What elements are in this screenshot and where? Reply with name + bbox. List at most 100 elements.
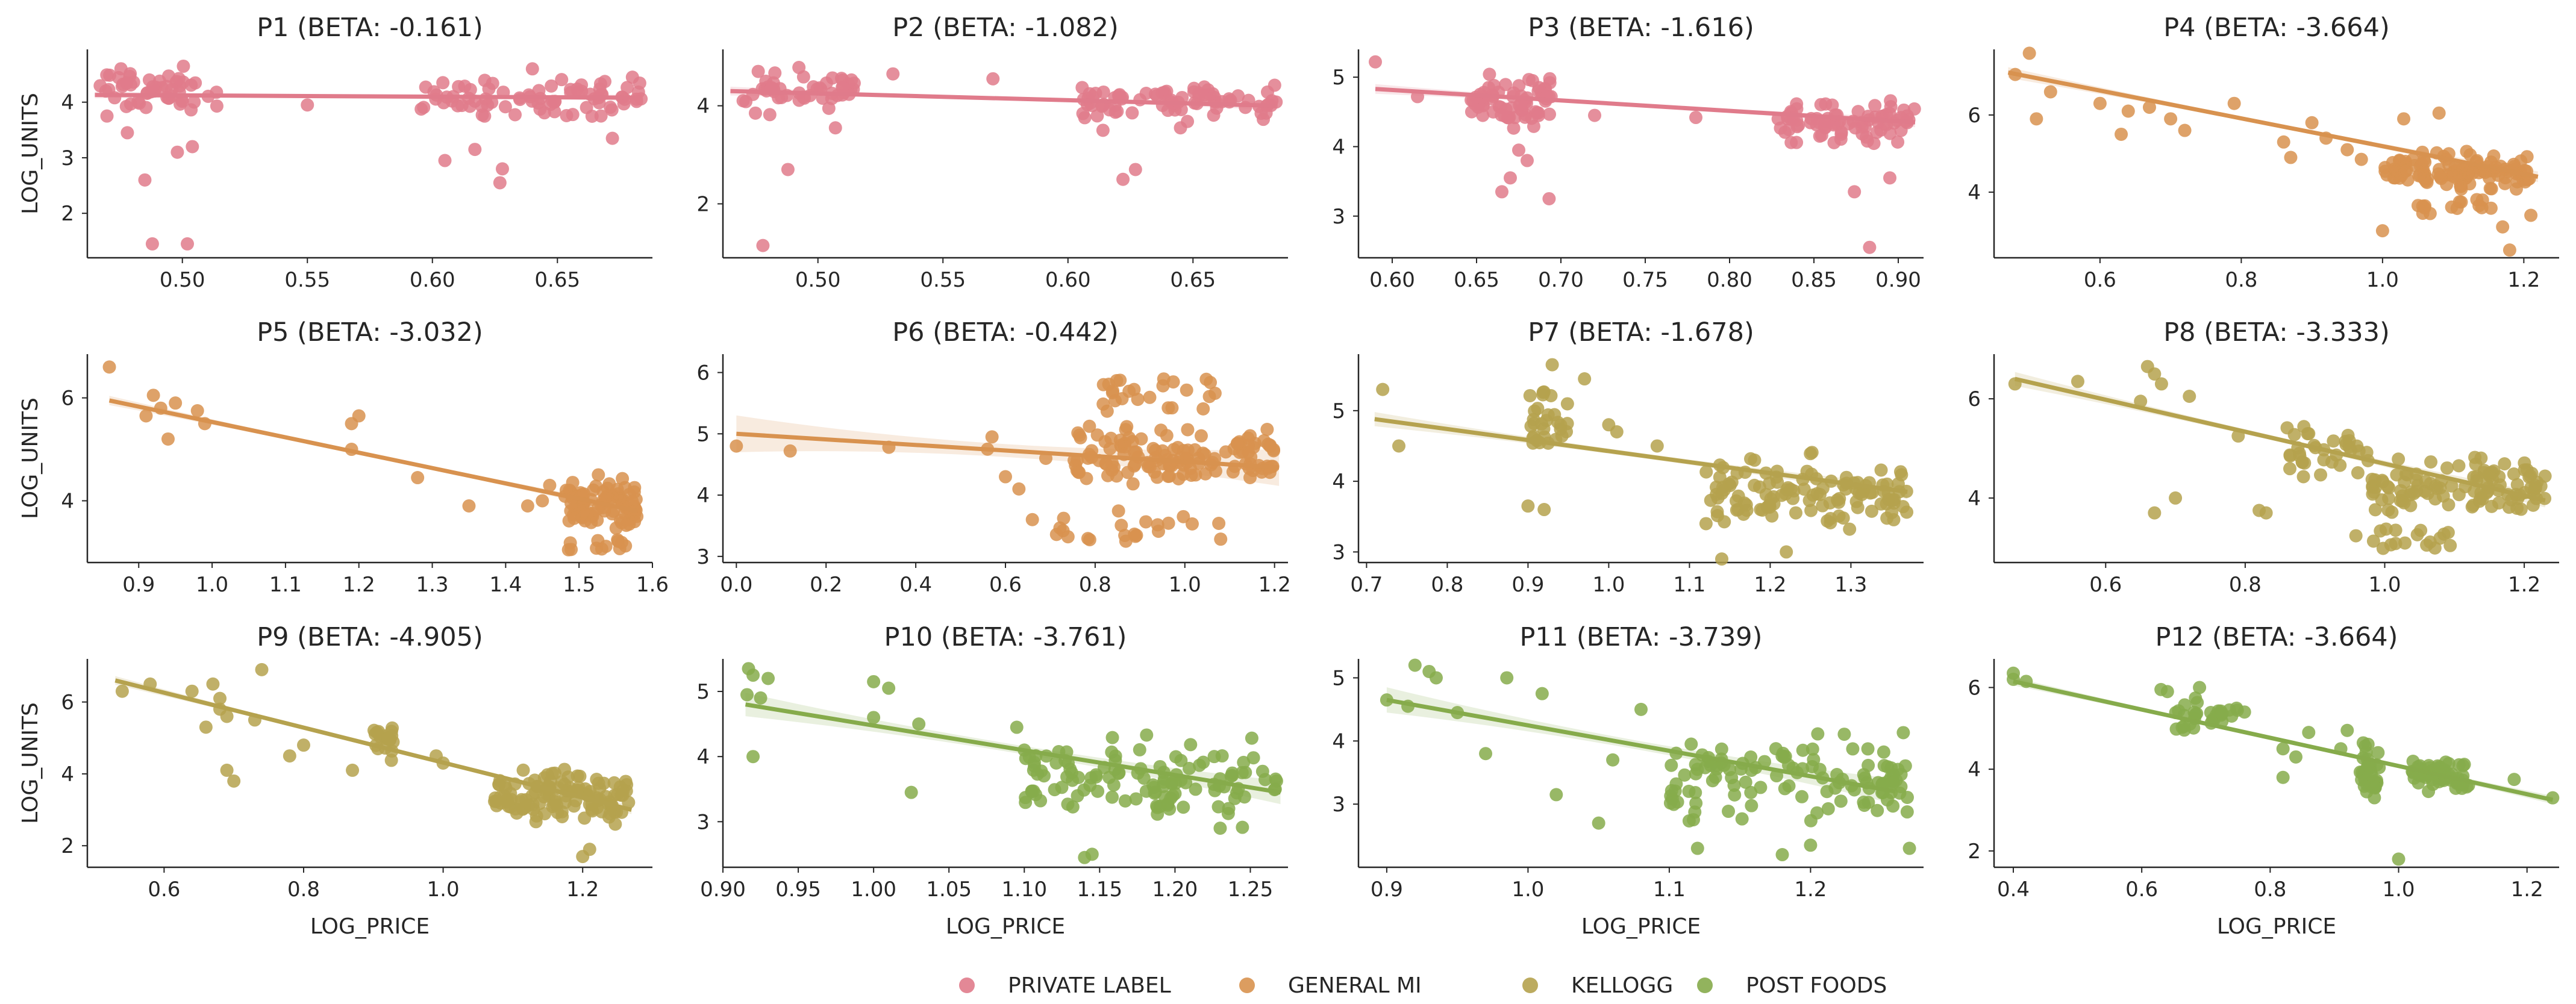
data-point (2456, 759, 2470, 773)
data-point (2115, 127, 2128, 141)
data-point (2504, 493, 2518, 507)
x-tick-label: 0.8 (1431, 573, 1463, 597)
data-point (1588, 108, 1601, 122)
data-point (1222, 802, 1236, 815)
data-point (2460, 145, 2474, 158)
data-point (1118, 794, 1132, 808)
data-point (1514, 97, 1528, 111)
data-point (1760, 500, 1774, 514)
y-tick-label: 2 (696, 192, 710, 216)
data-point (2121, 104, 2135, 118)
data-point (2190, 696, 2204, 709)
x-axis-label: LOG_PRICE (946, 914, 1065, 939)
data-point (2392, 852, 2406, 866)
data-point (986, 72, 1000, 86)
data-point (1862, 796, 1875, 809)
data-point (1198, 467, 1212, 481)
data-point (1883, 171, 1896, 185)
data-point (1235, 765, 1249, 779)
data-point (1811, 727, 1825, 741)
data-point (213, 691, 227, 705)
data-point (2302, 726, 2316, 740)
data-point (590, 773, 604, 787)
data-point (1891, 135, 1905, 149)
data-point (1031, 767, 1045, 781)
data-point (2317, 453, 2331, 467)
x-tick-label: 0.4 (1997, 878, 2030, 902)
data-point (2507, 773, 2521, 787)
data-point (1859, 120, 1872, 134)
data-point (912, 717, 926, 731)
data-point (100, 109, 114, 123)
data-point (1521, 499, 1535, 513)
data-point (1487, 79, 1501, 93)
data-point (1813, 129, 1827, 143)
x-tick-label: 1.4 (489, 573, 522, 597)
data-point (1610, 425, 1624, 439)
data-point (2514, 502, 2528, 516)
data-point (138, 173, 152, 187)
data-point (763, 108, 777, 122)
data-point (1789, 506, 1802, 520)
data-point (1471, 100, 1485, 114)
panel-title: P2 (BETA: -1.082) (892, 13, 1119, 43)
data-point (1860, 134, 1874, 148)
data-point (591, 534, 605, 547)
x-tick-label: 0.8 (2225, 268, 2257, 292)
data-point (1907, 102, 1921, 116)
data-point (1846, 742, 1860, 756)
data-point (2420, 538, 2434, 552)
data-point (2398, 536, 2412, 550)
x-tick-label: 0.8 (287, 878, 320, 902)
data-point (184, 103, 198, 117)
panel-5: P5 (BETA: -3.032) 0.9 1.0 1.1 1.2 1.3 1.4 1.5 1.… (18, 317, 669, 597)
data-point (2392, 452, 2406, 466)
data-point (592, 468, 605, 482)
data-point (301, 98, 314, 112)
data-point (1027, 755, 1041, 769)
data-point (1090, 109, 1104, 123)
data-point (1114, 519, 1128, 532)
data-point (1161, 469, 1175, 483)
x-tick-label: 0.9 (122, 573, 155, 597)
data-point (1560, 417, 1574, 431)
data-point (1871, 803, 1884, 817)
panel-title: P6 (BETA: -0.442) (892, 317, 1119, 348)
data-point (1196, 402, 1210, 416)
data-point (1105, 456, 1119, 470)
data-point (604, 101, 617, 114)
y-tick-label: 4 (1968, 181, 1981, 205)
data-point (781, 163, 795, 176)
data-point (2183, 390, 2196, 404)
data-point (1832, 509, 1846, 523)
data-point (2340, 143, 2354, 157)
regression-line (2013, 679, 2554, 802)
legend-label: GENERAL MI (1288, 973, 1422, 998)
data-point (2371, 746, 2385, 759)
data-point (1110, 373, 1124, 387)
data-point (1745, 799, 1758, 812)
data-point (1699, 465, 1713, 479)
data-point (1161, 401, 1175, 415)
x-tick-label: 1.0 (2382, 878, 2415, 902)
data-point (493, 176, 507, 190)
data-point (1161, 104, 1175, 117)
x-tick-label: 1.25 (1228, 878, 1274, 902)
data-point (1535, 687, 1549, 700)
data-point (220, 709, 234, 723)
data-point (2298, 456, 2312, 470)
data-point (161, 69, 175, 83)
data-point (2357, 779, 2371, 793)
data-point (1212, 516, 1226, 530)
data-point (1731, 489, 1745, 503)
data-point (1077, 783, 1091, 797)
data-point (2446, 169, 2460, 183)
data-point (2283, 462, 2296, 476)
data-point (1754, 781, 1768, 794)
data-point (555, 73, 569, 87)
data-point (580, 101, 593, 114)
data-point (1181, 423, 1195, 437)
data-point (1790, 136, 1804, 149)
data-point (495, 162, 509, 176)
data-point (1260, 423, 1274, 437)
